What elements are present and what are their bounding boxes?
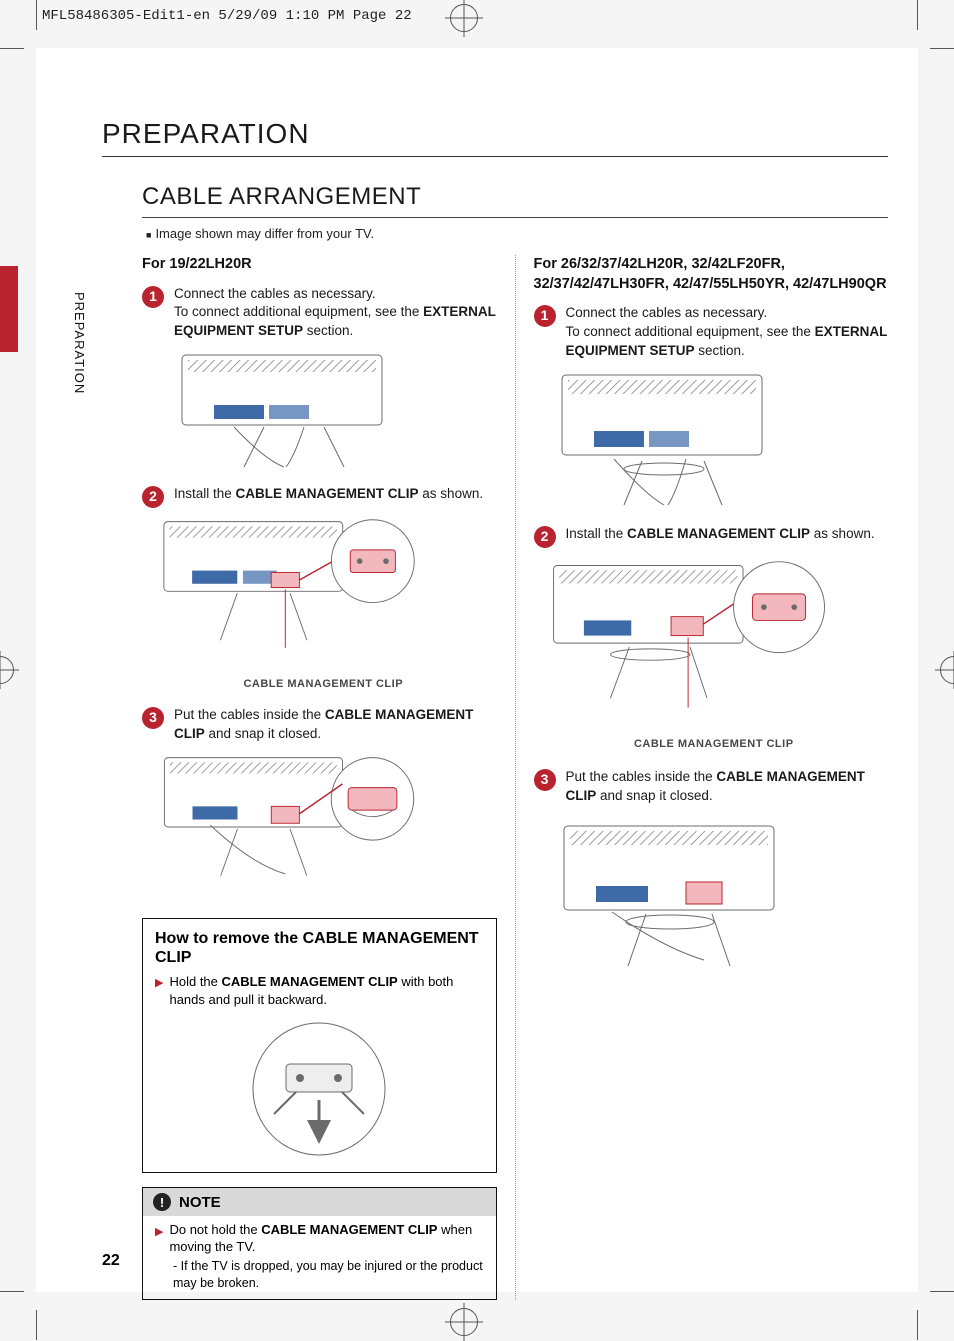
step-badge-icon: 1 <box>534 305 556 327</box>
note-line1-pre: Do not hold the <box>169 1222 261 1237</box>
section-title: CABLE ARRANGEMENT <box>142 183 888 211</box>
step1-line1: Connect the cables as necessary. <box>174 286 376 301</box>
step1-line2-pre: To connect additional equipment, see the <box>174 304 423 319</box>
note-label: NOTE <box>179 1194 221 1211</box>
step-text: Put the cables inside the CABLE MANAGEME… <box>566 768 889 806</box>
right-figure-2: CABLE MANAGEMENT CLIP <box>540 556 889 750</box>
intro-note-text: Image shown may differ from your TV. <box>155 226 374 241</box>
right-fig2-caption: CABLE MANAGEMENT CLIP <box>540 738 889 750</box>
content-area: PREPARATION CABLE ARRANGEMENT ■ Image sho… <box>102 118 888 1262</box>
step-text: Connect the cables as necessary. To conn… <box>174 285 497 342</box>
howto-figure <box>155 1014 484 1164</box>
page: PREPARATION PREPARATION CABLE ARRANGEMEN… <box>36 48 918 1292</box>
right-model-heading: For 26/32/37/42LH20R, 32/42LF20FR, 32/37… <box>534 255 889 294</box>
r-step3-pre: Put the cables inside the <box>566 769 717 784</box>
tv-clip-closed-illustration <box>150 752 430 902</box>
column-right: For 26/32/37/42LH20R, 32/42LF20FR, 32/37… <box>534 255 889 1300</box>
tv-clip-illustration <box>540 556 840 736</box>
r-step2-bold: CABLE MANAGEMENT CLIP <box>627 526 810 541</box>
note-box: ! NOTE ▶ Do not hold the CABLE MANAGEMEN… <box>142 1187 497 1299</box>
clip-remove-illustration <box>244 1014 394 1164</box>
note-line1: ▶ Do not hold the CABLE MANAGEMENT CLIP … <box>155 1222 484 1256</box>
r-step1-line2-post: section. <box>695 343 745 358</box>
step-badge-icon: 3 <box>534 769 556 791</box>
tv-clip-illustration <box>150 516 430 676</box>
sidebar-label: PREPARATION <box>72 292 87 394</box>
howto-pre: Hold the <box>169 974 221 989</box>
r-step3-post: and snap it closed. <box>596 788 712 803</box>
r-step1-line1: Connect the cables as necessary. <box>566 305 768 320</box>
step2-post: as shown. <box>419 486 484 501</box>
step-badge-icon: 3 <box>142 707 164 729</box>
chapter-rule <box>102 156 888 157</box>
intro-note: ■ Image shown may differ from your TV. <box>146 226 888 241</box>
r-step2-post: as shown. <box>810 526 875 541</box>
step-text: Install the CABLE MANAGEMENT CLIP as sho… <box>566 525 875 548</box>
step-text: Put the cables inside the CABLE MANAGEME… <box>174 706 497 744</box>
note-body: ▶ Do not hold the CABLE MANAGEMENT CLIP … <box>143 1216 496 1290</box>
note-line2: - If the TV is dropped, you may be injur… <box>173 1258 484 1291</box>
left-figure-3 <box>150 752 497 902</box>
step2-pre: Install the <box>174 486 236 501</box>
howto-bold: CABLE MANAGEMENT CLIP <box>222 974 398 989</box>
note-heading: ! NOTE <box>143 1188 496 1216</box>
left-fig2-caption: CABLE MANAGEMENT CLIP <box>150 678 497 690</box>
note-line1-bold: CABLE MANAGEMENT CLIP <box>261 1222 437 1237</box>
left-step-2: 2 Install the CABLE MANAGEMENT CLIP as s… <box>142 485 497 508</box>
howto-line: ▶ Hold the CABLE MANAGEMENT CLIP with bo… <box>155 973 484 1008</box>
right-figure-3 <box>554 820 889 970</box>
step3-post: and snap it closed. <box>205 726 321 741</box>
triangle-bullet-icon: ▶ <box>155 976 163 1008</box>
step3-pre: Put the cables inside the <box>174 707 325 722</box>
right-step-1: 1 Connect the cables as necessary. To co… <box>534 304 889 361</box>
step-badge-icon: 1 <box>142 286 164 308</box>
howto-text: Hold the CABLE MANAGEMENT CLIP with both… <box>169 973 483 1008</box>
step-badge-icon: 2 <box>534 526 556 548</box>
right-step-3: 3 Put the cables inside the CABLE MANAGE… <box>534 768 889 806</box>
note-line1-text: Do not hold the CABLE MANAGEMENT CLIP wh… <box>169 1222 483 1256</box>
chapter-title: PREPARATION <box>102 118 888 150</box>
column-divider <box>515 255 516 1300</box>
r-step2-pre: Install the <box>566 526 628 541</box>
r-step1-line2-pre: To connect additional equipment, see the <box>566 324 815 339</box>
triangle-bullet-icon: ▶ <box>155 1225 163 1256</box>
howto-box: How to remove the CABLE MANAGE­MENT CLIP… <box>142 918 497 1173</box>
step-text: Connect the cables as necessary. To conn… <box>566 304 889 361</box>
tv-back-illustration <box>554 369 774 509</box>
section-rule <box>142 217 888 218</box>
left-step-3: 3 Put the cables inside the CABLE MANAGE… <box>142 706 497 744</box>
columns: For 19/22LH20R 1 Connect the cables as n… <box>142 255 888 1300</box>
column-left: For 19/22LH20R 1 Connect the cables as n… <box>142 255 497 1300</box>
tv-clip-closed-illustration <box>554 820 794 970</box>
step-text: Install the CABLE MANAGEMENT CLIP as sho… <box>174 485 483 508</box>
right-step-2: 2 Install the CABLE MANAGEMENT CLIP as s… <box>534 525 889 548</box>
left-model-heading: For 19/22LH20R <box>142 255 497 275</box>
step-badge-icon: 2 <box>142 486 164 508</box>
print-slug: MFL58486305-Edit1-en 5/29/09 1:10 PM Pag… <box>42 8 412 24</box>
tv-back-illustration <box>174 349 394 469</box>
left-step-1: 1 Connect the cables as necessary. To co… <box>142 285 497 342</box>
howto-title: How to remove the CABLE MANAGE­MENT CLIP <box>155 929 484 967</box>
page-number: 22 <box>102 1252 120 1270</box>
section-tab <box>0 266 18 352</box>
left-figure-2: CABLE MANAGEMENT CLIP <box>150 516 497 690</box>
exclamation-icon: ! <box>153 1193 171 1211</box>
step1-line2-post: section. <box>303 323 353 338</box>
bullet-square-icon: ■ <box>146 230 151 240</box>
step2-bold: CABLE MANAGEMENT CLIP <box>236 486 419 501</box>
left-figure-1 <box>174 349 497 469</box>
right-figure-1 <box>554 369 889 509</box>
